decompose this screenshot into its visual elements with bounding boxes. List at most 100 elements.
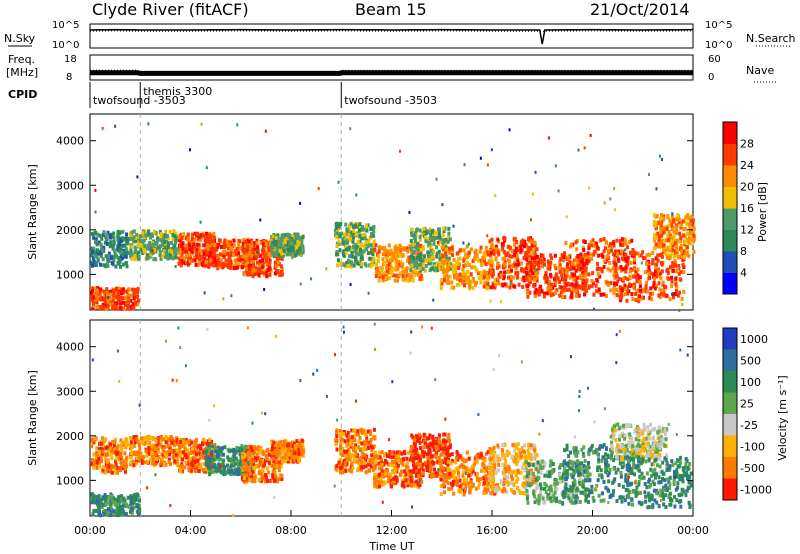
echo-cell xyxy=(471,258,475,263)
echo-cell xyxy=(481,262,485,267)
echo-cell xyxy=(99,262,103,267)
date-title: 21/Oct/2014 xyxy=(590,0,690,19)
echo-cell xyxy=(247,239,251,244)
echo-cell xyxy=(215,454,219,459)
echo-cell xyxy=(222,297,225,301)
echo-cell xyxy=(582,239,586,244)
echo-cell xyxy=(679,239,683,244)
echo-cell xyxy=(682,265,686,270)
echo-cell xyxy=(277,242,281,247)
echo-cell xyxy=(238,461,242,466)
echo-cell xyxy=(429,249,433,254)
echo-cell xyxy=(101,495,105,500)
echo-cell xyxy=(553,263,557,268)
echo-cell xyxy=(364,263,368,268)
echo-cell xyxy=(136,294,140,299)
echo-cell xyxy=(286,232,290,237)
echo-cell xyxy=(259,259,263,264)
echo-cell xyxy=(499,274,503,279)
echo-cell xyxy=(546,287,550,292)
echo-cell xyxy=(682,227,686,232)
echo-cell xyxy=(529,267,533,272)
echo-cell xyxy=(574,282,578,287)
echo-cell xyxy=(170,255,174,260)
echo-cell xyxy=(542,262,546,267)
echo-cell xyxy=(488,239,492,244)
echo-cell xyxy=(258,450,262,455)
echo-cell xyxy=(484,245,488,250)
echo-cell xyxy=(451,248,455,253)
echo-cell xyxy=(499,300,502,304)
echo-cell xyxy=(204,263,208,268)
echo-cell xyxy=(666,237,670,242)
echo-cell xyxy=(664,248,668,253)
echo-cell xyxy=(93,286,97,291)
echo-cell xyxy=(178,258,182,263)
echo-cell xyxy=(107,258,111,263)
echo-cell xyxy=(610,248,614,253)
echo-cell xyxy=(554,291,558,296)
echo-cell xyxy=(108,469,112,474)
echo-cell xyxy=(203,291,206,295)
echo-cell xyxy=(634,270,638,275)
echo-cell xyxy=(202,450,206,455)
echo-cell xyxy=(479,258,483,263)
echo-cell xyxy=(471,276,475,281)
echo-cell xyxy=(267,452,271,457)
echo-cell xyxy=(142,249,146,254)
echo-cell xyxy=(99,441,103,446)
echo-cell xyxy=(197,261,201,266)
echo-cell xyxy=(529,253,533,258)
echo-cell xyxy=(496,250,500,255)
nave-right-tick-top: 60 xyxy=(708,54,721,65)
echo-cell xyxy=(576,263,580,268)
echo-cell xyxy=(200,122,203,126)
echo-cell xyxy=(104,469,108,474)
echo-cell xyxy=(506,269,510,274)
echo-cell xyxy=(110,289,114,294)
echo-cell xyxy=(614,282,618,287)
echo-cell xyxy=(595,277,599,282)
echo-cell xyxy=(463,283,467,288)
echo-cell xyxy=(101,257,105,262)
echo-cell xyxy=(465,244,469,249)
echo-cell xyxy=(124,512,128,517)
echo-cell xyxy=(163,452,167,457)
echo-cell xyxy=(256,268,260,273)
echo-cell xyxy=(195,247,199,252)
echo-cell xyxy=(426,239,430,244)
echo-cell xyxy=(560,253,564,258)
echo-cell xyxy=(242,272,246,277)
echo-cell xyxy=(122,497,126,502)
echo-cell xyxy=(440,266,444,271)
echo-cell xyxy=(95,498,99,503)
echo-cell xyxy=(510,254,514,259)
echo-cell xyxy=(209,439,213,444)
echo-cell xyxy=(287,234,291,239)
echo-cell xyxy=(221,250,225,255)
echo-cell xyxy=(121,512,125,517)
echo-cell xyxy=(182,441,186,446)
echo-cell xyxy=(691,218,695,223)
echo-cell xyxy=(296,249,300,254)
echo-cell xyxy=(387,249,391,254)
echo-cell xyxy=(336,258,340,263)
echo-cell xyxy=(468,279,472,284)
echo-cell xyxy=(102,263,106,268)
echo-cell xyxy=(574,293,578,298)
echo-cell xyxy=(356,261,360,266)
echo-cell xyxy=(247,257,251,262)
echo-cell xyxy=(430,229,434,234)
echo-cell xyxy=(656,231,660,236)
echo-cell xyxy=(428,258,432,263)
echo-cell xyxy=(654,266,658,271)
echo-cell xyxy=(553,276,557,281)
echo-cell xyxy=(254,265,258,270)
echo-cell xyxy=(380,270,384,275)
echo-cell xyxy=(563,268,567,273)
echo-cell xyxy=(272,463,276,468)
echo-cell xyxy=(129,440,133,445)
echo-cell xyxy=(359,264,363,269)
echo-cell xyxy=(492,251,496,256)
echo-cell xyxy=(440,278,444,283)
